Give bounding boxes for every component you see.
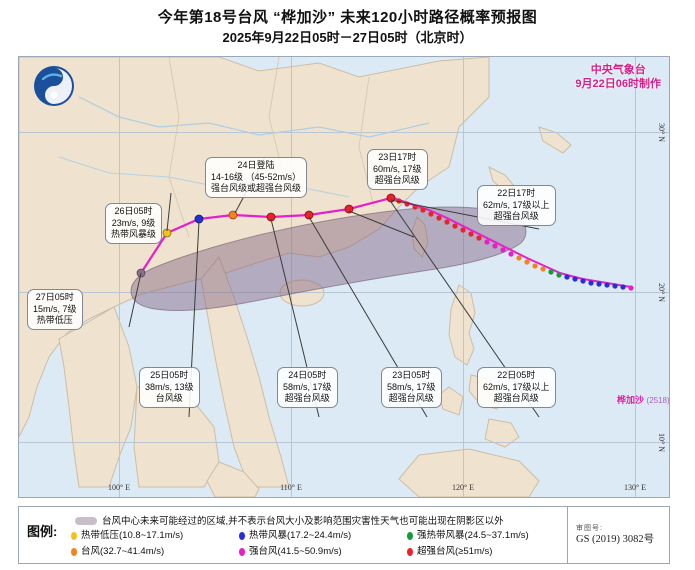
callout-d25-05-wind: 38m/s, 13级 — [145, 381, 194, 392]
lat-tick-10: 10° N — [657, 433, 666, 452]
callout-landfall-24-time: 24日登陆 — [237, 160, 275, 170]
callout-d27-05-time: 27日05时 — [35, 292, 74, 302]
legend-item-sty: 强台风(41.5~50.9m/s) — [239, 544, 407, 560]
cone-swatch-icon — [75, 517, 97, 526]
gridline-lat-20 — [19, 292, 669, 293]
gridline-lon-110 — [291, 57, 292, 497]
callout-landfall-24-wind: 14-16级 （45-52m/s） — [211, 171, 302, 182]
legend-swatch-sty — [239, 548, 245, 556]
agency-name: 中央气象台 — [590, 64, 646, 76]
observed-track-line — [392, 197, 632, 288]
observed-track-points — [388, 195, 634, 291]
lat-tick-30: 30° N — [657, 123, 666, 142]
legend-item-td: 热带低压(10.8~17.1m/s) — [71, 528, 239, 544]
cma-logo-icon — [34, 66, 74, 106]
legend-label-ts: 热带风暴(17.2~24.4m/s) — [249, 530, 352, 541]
legend-item-ty: 台风(32.7~41.4m/s) — [71, 544, 239, 560]
callout-d22-05-grade: 超强台风级 — [493, 393, 539, 403]
callout-d25-05-grade: 台风级 — [155, 393, 183, 403]
callout-d22-05-wind: 62m/s, 17级以上 — [483, 381, 550, 392]
callout-d22-05[interactable]: 22日05时 62m/s, 17级以上 超强台风级 — [477, 367, 556, 408]
lon-tick-100: 100° E — [107, 483, 131, 492]
callout-d27-05[interactable]: 27日05时 15m/s, 7级 热带低压 — [27, 289, 83, 330]
callout-d26-05-grade: 热带风暴级 — [111, 229, 157, 239]
lat-tick-20: 20° N — [657, 283, 666, 302]
legend-swatch-ts — [239, 532, 245, 540]
callout-landfall-24[interactable]: 24日登陆 14-16级 （45-52m/s） 强台风级或超强台风级 — [205, 157, 308, 198]
callout-d23-17-grade: 超强台风级 — [374, 175, 420, 185]
legend-item-sts: 强热带风暴(24.5~37.1m/s) — [407, 528, 529, 544]
callout-d22-17-grade: 超强台风级 — [493, 211, 539, 221]
callout-d25-05-time: 25日05时 — [150, 370, 189, 380]
storm-name-label: 桦加沙 (2518) — [617, 393, 670, 406]
lon-tick-110: 110° E — [280, 483, 302, 492]
legend-swatch-ty — [71, 548, 77, 556]
legend-item-ts: 热带风暴(17.2~24.4m/s) — [239, 528, 407, 544]
approval-number: GS (2019) 3082号 — [576, 533, 655, 545]
callout-d24-05-grade: 超强台风级 — [284, 393, 330, 403]
title-line-2: 2025年9月22日05时－27日05时（北京时） — [222, 30, 473, 45]
storm-id-text: (2518) — [646, 396, 670, 405]
callout-d26-05-wind: 23m/s, 9级 — [111, 217, 156, 228]
legend-title: 图例: — [27, 524, 58, 539]
legend-swatch-superty — [407, 548, 413, 556]
legend-cone-note-row: 台风中心未来可能经过的区域,并不表示台风大小及影响范围灾害性天气也可能出现在阴影… — [75, 513, 504, 527]
legend-swatch-td — [71, 532, 77, 540]
callout-d24-05[interactable]: 24日05时 58m/s, 17级 超强台风级 — [277, 367, 338, 408]
legend-label-sty: 强台风(41.5~50.9m/s) — [249, 546, 342, 557]
callout-d26-05[interactable]: 26日05时 23m/s, 9级 热带风暴级 — [105, 203, 163, 244]
title-line-1: 今年第18号台风 “桦加沙” 未来120小时路径概率预报图 — [157, 9, 538, 26]
callout-d23-17-time: 23日17时 — [378, 152, 417, 162]
callout-d23-17-wind: 60m/s, 17级 — [373, 163, 422, 174]
callout-d22-17-time: 22日17时 — [497, 188, 536, 198]
legend-label-sts: 强热带风暴(24.5~37.1m/s) — [417, 530, 529, 541]
legend-label-td: 热带低压(10.8~17.1m/s) — [81, 530, 184, 541]
callout-d23-05-wind: 58m/s, 17级 — [387, 381, 436, 392]
legend-panel: 图例: 台风中心未来可能经过的区域,并不表示台风大小及影响范围灾害性天气也可能出… — [18, 506, 670, 564]
legend-item-superty: 超强台风(≥51m/s) — [407, 544, 492, 560]
storm-name-text: 桦加沙 — [617, 395, 645, 405]
callout-d24-05-time: 24日05时 — [288, 370, 327, 380]
callout-d26-05-time: 26日05时 — [114, 206, 153, 216]
callout-d22-17-wind: 62m/s, 17级以上 — [483, 199, 550, 210]
callout-d27-05-grade: 热带低压 — [36, 315, 73, 325]
gridline-lon-100 — [119, 57, 120, 497]
callout-d23-05-grade: 超强台风级 — [388, 393, 434, 403]
callout-d22-05-time: 22日05时 — [497, 370, 536, 380]
legend-categories: 热带低压(10.8~17.1m/s) 热带风暴(17.2~24.4m/s) 强热… — [71, 528, 565, 560]
gridline-lat-30 — [19, 132, 669, 133]
lon-tick-130: 130° E — [623, 483, 647, 492]
callout-landfall-24-grade: 强台风级或超强台风级 — [211, 183, 302, 193]
callout-d23-05-time: 23日05时 — [392, 370, 431, 380]
probability-cone — [130, 206, 527, 312]
callout-d23-17[interactable]: 23日17时 60m/s, 17级 超强台风级 — [367, 149, 428, 190]
agency-watermark: 中央气象台 9月22日06时制作 — [575, 63, 661, 91]
callout-d27-05-wind: 15m/s, 7级 — [33, 303, 77, 314]
callout-d23-05[interactable]: 23日05时 58m/s, 17级 超强台风级 — [381, 367, 442, 408]
legend-label-ty: 台风(32.7~41.4m/s) — [81, 546, 165, 557]
page-title: 今年第18号台风 “桦加沙” 未来120小时路径概率预报图 2025年9月22日… — [0, 8, 695, 47]
typhoon-track-map[interactable]: 中央气象台 9月22日06时制作 — [18, 56, 670, 498]
gridline-lon-130 — [635, 57, 636, 497]
legend-swatch-sts — [407, 532, 413, 540]
callout-d24-05-wind: 58m/s, 17级 — [283, 381, 332, 392]
approval-label: 审图号: — [576, 524, 603, 532]
legend-label-superty: 超强台风(≥51m/s) — [417, 546, 493, 557]
track-overlay — [128, 156, 634, 418]
callout-d22-17[interactable]: 22日17时 62m/s, 17级以上 超强台风级 — [477, 185, 556, 226]
forecast-track-line — [140, 196, 392, 274]
gridline-lon-120 — [463, 57, 464, 497]
callout-d25-05[interactable]: 25日05时 38m/s, 13级 台风级 — [139, 367, 200, 408]
legend-cone-note: 台风中心未来可能经过的区域,并不表示台风大小及影响范围灾害性天气也可能出现在阴影… — [102, 516, 504, 527]
agency-issued-time: 9月22日06时制作 — [575, 78, 661, 90]
lon-tick-120: 120° E — [451, 483, 475, 492]
map-approval-block: 审图号: GS (2019) 3082号 — [567, 507, 669, 563]
gridline-lat-10 — [19, 442, 669, 443]
